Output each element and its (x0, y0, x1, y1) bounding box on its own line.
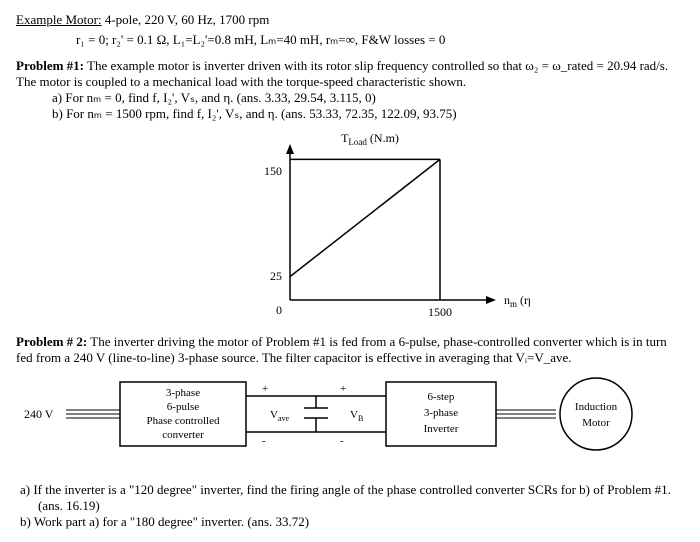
origin-0: 0 (276, 303, 282, 317)
minus2: - (340, 435, 344, 447)
m1: Induction (575, 401, 618, 413)
problem-2: Problem # 2: The inverter driving the mo… (16, 334, 684, 366)
chart-ylabel: TLoad (N.m) (341, 131, 399, 147)
p1-b: b) For nₘ = 1500 rpm, find f, I₂', Vₛ, a… (52, 106, 684, 122)
plus1: + (262, 383, 268, 395)
motor-params: r₁ = 0; r₂' = 0.1 Ω, L₁=L₂'=0.8 mH, Lₘ=4… (76, 32, 684, 48)
b1l3: Phase controlled (146, 415, 220, 427)
p1-lead: The example motor is inverter driven wit… (16, 58, 668, 89)
p2-a: a) If the inverter is a "120 degree" inv… (20, 482, 684, 514)
b1l1: 3-phase (166, 387, 200, 399)
b2l3: Inverter (424, 423, 459, 435)
title-specs: 4-pole, 220 V, 60 Hz, 1700 rpm (102, 12, 270, 27)
b1l4: converter (162, 429, 204, 441)
y-arrow (286, 144, 294, 154)
title-line: Example Motor: 4-pole, 220 V, 60 Hz, 170… (16, 12, 684, 28)
vave: Vave (270, 409, 290, 423)
ytick-150: 150 (264, 164, 282, 178)
chart-xlabel: nm (rpm) (504, 293, 530, 309)
b2l1: 6-step (428, 391, 455, 403)
motor-circle (560, 378, 632, 450)
p2-header: Problem # 2: (16, 334, 87, 349)
source-voltage: 240 V (24, 407, 54, 421)
power-diagram: 240 V 3-phase 6-pulse Phase controlled c… (16, 374, 684, 468)
load-line (290, 159, 440, 276)
b1l2: 6-pulse (167, 401, 200, 413)
minus1: - (262, 435, 266, 447)
vb: VB (350, 409, 363, 423)
x-arrow (486, 296, 496, 304)
p1-a: a) For nₘ = 0, find f, I₂', Vₛ, and η. (… (52, 90, 684, 106)
m2: Motor (582, 417, 610, 429)
ytick-25: 25 (270, 269, 282, 283)
title-label: Example Motor: (16, 12, 102, 27)
p1-header: Problem #1: (16, 58, 84, 73)
plus2: + (340, 383, 346, 395)
xtick-1500: 1500 (428, 305, 452, 319)
p2-b: b) Work part a) for a "180 degree" inver… (20, 514, 684, 530)
problem-1: Problem #1: The example motor is inverte… (16, 58, 684, 122)
torque-speed-chart: TLoad (N.m) 150 25 0 1500 nm (rpm) (16, 130, 684, 324)
b2l2: 3-phase (424, 407, 458, 419)
p2-lead: The inverter driving the motor of Proble… (16, 334, 667, 365)
